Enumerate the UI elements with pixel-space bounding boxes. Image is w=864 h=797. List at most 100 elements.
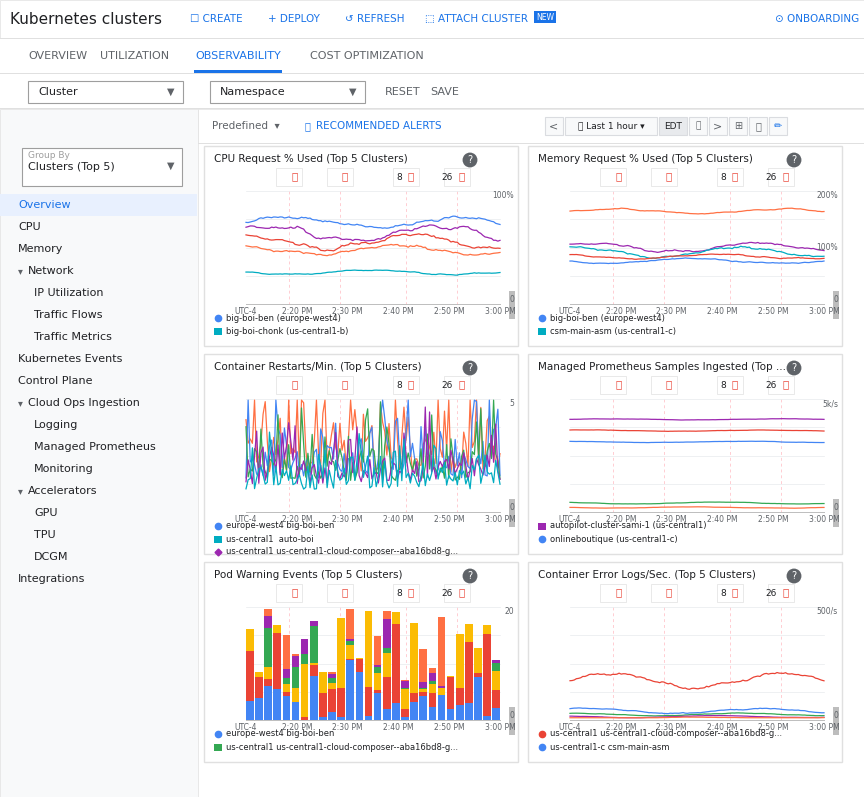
Text: 0: 0 — [833, 295, 838, 304]
Text: UTC-4: UTC-4 — [559, 307, 581, 316]
Bar — [328, 672, 336, 673]
Text: 0: 0 — [509, 711, 514, 720]
Text: TPU: TPU — [34, 530, 55, 540]
Text: 8: 8 — [397, 588, 402, 598]
Text: Control Plane: Control Plane — [18, 376, 92, 386]
Text: 🔔: 🔔 — [732, 587, 738, 597]
Bar — [0, 74, 864, 108]
Text: 0: 0 — [833, 503, 838, 512]
Bar — [310, 665, 317, 676]
Text: UTC-4: UTC-4 — [235, 307, 257, 316]
Bar — [769, 117, 787, 135]
Bar — [264, 628, 272, 666]
Bar — [419, 696, 427, 720]
Text: big-boi-ben (europe-west4): big-boi-ben (europe-west4) — [550, 313, 665, 323]
Text: 🔔: 🔔 — [615, 379, 621, 389]
Bar — [474, 673, 482, 677]
Text: Logging: Logging — [34, 420, 79, 430]
Bar — [768, 584, 794, 602]
Bar — [337, 618, 345, 689]
Text: Namespace: Namespace — [220, 87, 286, 97]
Text: ?: ? — [791, 155, 797, 165]
Bar — [276, 584, 302, 602]
Bar — [346, 639, 354, 641]
Text: 2:50 PM: 2:50 PM — [758, 723, 789, 732]
Text: Container Restarts/Min. (Top 5 Clusters): Container Restarts/Min. (Top 5 Clusters) — [214, 362, 422, 372]
Bar — [465, 624, 473, 642]
Text: 🔔: 🔔 — [783, 379, 789, 389]
Bar — [492, 690, 500, 709]
Bar — [310, 676, 317, 720]
Bar — [327, 168, 353, 186]
Bar — [374, 665, 381, 666]
Text: Integrations: Integrations — [18, 574, 86, 584]
Bar — [483, 625, 491, 634]
Text: EDT: EDT — [664, 121, 682, 131]
Bar — [444, 584, 470, 602]
Text: ⬚ ATTACH CLUSTER: ⬚ ATTACH CLUSTER — [425, 14, 528, 24]
Text: 2:30 PM: 2:30 PM — [333, 307, 363, 316]
Bar — [255, 698, 263, 720]
Text: 0: 0 — [509, 503, 514, 512]
Text: 2:50 PM: 2:50 PM — [434, 723, 465, 732]
Bar — [194, 70, 282, 73]
Bar — [833, 499, 839, 527]
Bar — [246, 701, 254, 720]
Text: Managed Prometheus: Managed Prometheus — [34, 442, 156, 452]
Bar — [689, 117, 707, 135]
Bar — [749, 117, 767, 135]
Bar — [365, 611, 372, 687]
Bar — [264, 679, 272, 686]
Bar — [264, 616, 272, 628]
Text: 🔔: 🔔 — [459, 587, 465, 597]
Bar — [717, 168, 743, 186]
Text: 2:50 PM: 2:50 PM — [434, 515, 465, 524]
Text: 🔔: 🔔 — [305, 121, 311, 131]
Text: 📅: 📅 — [755, 121, 761, 131]
Bar — [0, 38, 864, 39]
Bar — [283, 677, 290, 684]
Bar — [383, 611, 391, 619]
Text: 3:00 PM: 3:00 PM — [485, 723, 515, 732]
Text: RESET: RESET — [385, 87, 421, 97]
Text: 3:00 PM: 3:00 PM — [809, 723, 839, 732]
Bar — [204, 354, 518, 554]
Bar — [346, 646, 354, 659]
Text: Traffic Flows: Traffic Flows — [34, 310, 103, 320]
Bar — [600, 376, 626, 394]
Text: Accelerators: Accelerators — [28, 486, 98, 496]
Bar — [483, 717, 491, 720]
Text: Kubernetes clusters: Kubernetes clusters — [10, 11, 162, 26]
Text: 8: 8 — [721, 588, 726, 598]
Text: big-boi-ben (europe-west4): big-boi-ben (europe-west4) — [226, 313, 341, 323]
Bar — [0, 73, 864, 74]
Text: 2:20 PM: 2:20 PM — [282, 515, 312, 524]
Text: 2:50 PM: 2:50 PM — [758, 515, 789, 524]
Text: 🔔: 🔔 — [666, 379, 672, 389]
Bar — [198, 143, 864, 144]
Bar — [319, 672, 327, 693]
Text: europe-west4 big-boi-ben: europe-west4 big-boi-ben — [226, 521, 334, 531]
Bar — [276, 376, 302, 394]
Text: 8: 8 — [397, 380, 402, 390]
Text: ↺ REFRESH: ↺ REFRESH — [345, 14, 404, 24]
Bar — [410, 702, 418, 720]
Bar — [600, 584, 626, 602]
Bar — [393, 584, 419, 602]
Text: GPU: GPU — [34, 508, 58, 518]
Bar — [337, 689, 345, 717]
Bar — [401, 717, 409, 720]
Bar — [374, 690, 381, 693]
Bar — [456, 688, 463, 705]
Text: 🔔: 🔔 — [342, 587, 348, 597]
Bar — [276, 168, 302, 186]
Bar — [492, 671, 500, 690]
Text: 3:00 PM: 3:00 PM — [809, 307, 839, 316]
Text: ▼: ▼ — [167, 87, 174, 97]
Text: UTC-4: UTC-4 — [235, 723, 257, 732]
Bar — [600, 168, 626, 186]
Bar — [365, 687, 372, 716]
Bar — [447, 677, 454, 709]
Text: ▼: ▼ — [167, 161, 174, 171]
Text: ?: ? — [467, 571, 473, 581]
